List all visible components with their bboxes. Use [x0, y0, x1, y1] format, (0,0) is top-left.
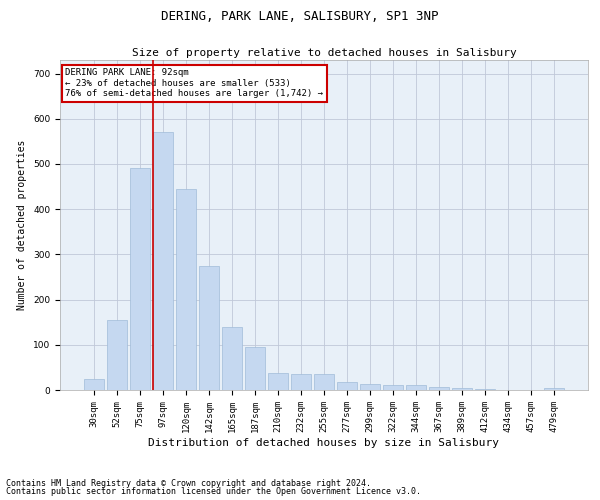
Bar — [153, 132, 173, 390]
Bar — [360, 384, 380, 390]
Text: DERING, PARK LANE, SALISBURY, SP1 3NP: DERING, PARK LANE, SALISBURY, SP1 3NP — [161, 10, 439, 23]
Bar — [222, 326, 242, 390]
Bar — [430, 388, 449, 390]
Bar — [199, 266, 218, 390]
Bar — [245, 347, 265, 390]
Y-axis label: Number of detached properties: Number of detached properties — [17, 140, 28, 310]
Text: Contains public sector information licensed under the Open Government Licence v3: Contains public sector information licen… — [6, 487, 421, 496]
Bar — [406, 386, 426, 390]
Text: Contains HM Land Registry data © Crown copyright and database right 2024.: Contains HM Land Registry data © Crown c… — [6, 478, 371, 488]
Bar — [291, 374, 311, 390]
Bar — [314, 374, 334, 390]
Bar — [84, 378, 104, 390]
Bar — [107, 320, 127, 390]
Bar — [176, 189, 196, 390]
Bar — [268, 374, 288, 390]
Bar — [130, 168, 149, 390]
Text: DERING PARK LANE: 92sqm
← 23% of detached houses are smaller (533)
76% of semi-d: DERING PARK LANE: 92sqm ← 23% of detache… — [65, 68, 323, 98]
Title: Size of property relative to detached houses in Salisbury: Size of property relative to detached ho… — [131, 48, 517, 58]
Bar — [337, 382, 357, 390]
X-axis label: Distribution of detached houses by size in Salisbury: Distribution of detached houses by size … — [149, 438, 499, 448]
Bar — [452, 388, 472, 390]
Bar — [475, 388, 495, 390]
Bar — [383, 384, 403, 390]
Bar — [544, 388, 564, 390]
